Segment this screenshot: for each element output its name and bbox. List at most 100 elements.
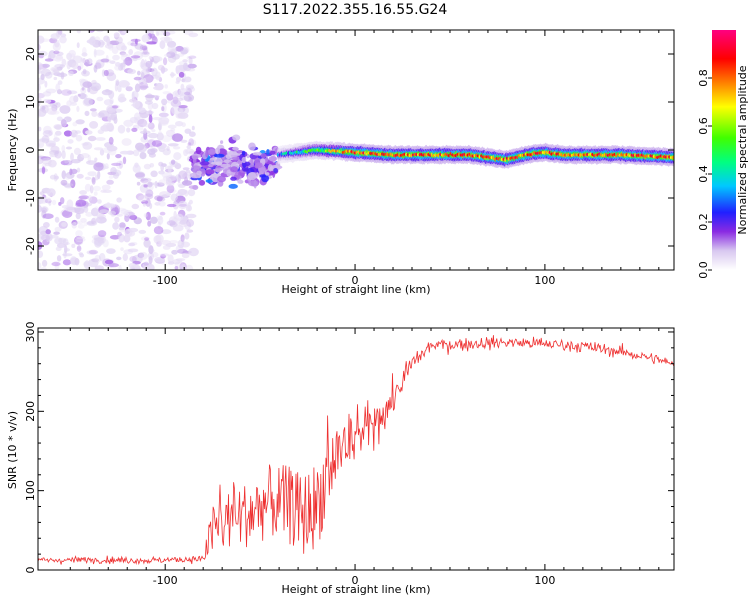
- spectrogram-noise-blob: [148, 114, 153, 123]
- spectrogram-noise-blob: [136, 181, 141, 186]
- spectrogram-noise-blob: [75, 119, 85, 125]
- spectrogram-noise-blob: [102, 122, 114, 131]
- spectrogram-noise-blob: [80, 153, 90, 159]
- spectrogram-noise-blob: [127, 227, 139, 233]
- spectrogram-noise-blob: [65, 146, 73, 150]
- spectrogram-noise-blob: [54, 237, 63, 245]
- spectrogram-noise-blob: [87, 195, 93, 202]
- spectrogram-noise-blob: [155, 71, 161, 81]
- spectrogram-noise-blob: [138, 229, 147, 234]
- spectrogram-noise-blob: [161, 172, 173, 178]
- snr-frame: [37, 327, 675, 571]
- snr-series-line: [38, 335, 674, 565]
- spectrogram-noise-blob: [94, 237, 104, 246]
- spectrogram-y-tick-label: 20: [24, 47, 37, 61]
- spectrogram-x-tick-label: 100: [534, 274, 555, 287]
- spectrogram-noise-blob: [79, 61, 84, 70]
- spectrogram-noise-blob: [172, 146, 181, 150]
- spectrogram-noise-blob: [178, 71, 185, 78]
- spectrogram-noise-blob: [158, 122, 163, 131]
- spectrogram-noise-blob: [174, 92, 179, 96]
- spectrogram-noise-blob: [106, 248, 116, 255]
- spectrogram-noise-blob: [41, 166, 46, 175]
- spectrogram-noise-blob: [61, 118, 67, 127]
- spectrogram-noise-blob: [104, 259, 114, 265]
- spectrogram-noise-blob: [170, 193, 178, 202]
- spectrogram-noise-blob: [137, 252, 145, 258]
- spectrogram-noise-blob: [127, 68, 136, 75]
- spectrogram-noise-blob: [172, 225, 184, 232]
- spectrogram-noise-blob: [44, 80, 48, 88]
- spectrogram-noise-blob: [147, 148, 156, 155]
- spectrogram-noise-blob: [107, 113, 112, 123]
- spectrogram-noise-blob: [150, 251, 159, 258]
- spectrogram-noise-blob: [147, 66, 151, 72]
- spectrogram-noise-blob: [175, 76, 182, 83]
- spectrogram-noise-blob: [69, 53, 76, 60]
- spectrogram-onset-blob: [255, 162, 263, 169]
- spectrogram-noise-blob: [89, 36, 96, 46]
- spectrogram-onset-blob: [247, 172, 257, 181]
- colorbar-tick-label: 0.4: [697, 165, 710, 183]
- spectrogram-noise-blob: [189, 131, 196, 137]
- spectrogram-noise-blob: [70, 152, 74, 162]
- spectrogram-noise-blob: [40, 267, 47, 270]
- snr-ticks: -100 0 100 0 100 200 300: [24, 321, 674, 587]
- spectrogram-noise-blob: [170, 71, 175, 78]
- spectrogram-onset-blob: [205, 179, 214, 183]
- spectrogram-noise-blob: [50, 66, 61, 73]
- spectrogram-noise-blob: [124, 212, 130, 217]
- spectrogram-noise-blob: [138, 107, 146, 113]
- spectrogram-noise-blob: [41, 157, 52, 165]
- spectrogram-onset-blob: [195, 146, 202, 155]
- spectrogram-noise-blob: [167, 143, 179, 147]
- spectrogram-noise-blob: [41, 63, 50, 68]
- spectrogram-noise-blob: [131, 127, 138, 132]
- spectrogram-noise-blob: [57, 80, 63, 85]
- spectrogram-noise-blob: [134, 172, 145, 178]
- spectrogram-noise-blob: [126, 127, 131, 133]
- spectrogram-noise-blob: [112, 105, 119, 109]
- spectrogram-noise-blob: [63, 130, 73, 137]
- spectrogram-noise-blob: [166, 220, 176, 226]
- spectrogram-noise-blob: [42, 130, 53, 137]
- spectrogram-noise-blob: [137, 70, 141, 76]
- spectrogram-onset-blob: [269, 150, 276, 155]
- spectrogram-noise-blob: [70, 102, 77, 106]
- spectrogram-noise-blob: [185, 213, 197, 219]
- spectrogram-noise-blob: [61, 222, 67, 227]
- spectrogram-noise-blob: [151, 102, 159, 110]
- spectrogram-noise-blob: [94, 206, 99, 212]
- spectrogram-noise-blob: [165, 129, 176, 137]
- spectrogram-noise-blob: [169, 240, 178, 244]
- spectrogram-noise-blob: [38, 138, 50, 142]
- spectrogram-noise-blob: [60, 197, 65, 205]
- spectrogram-noise-blob: [141, 51, 150, 55]
- spectrogram-noise-blob: [105, 89, 110, 93]
- spectrogram-noise-blob: [153, 226, 164, 235]
- spectrogram-noise-blob: [38, 262, 42, 270]
- spectrogram-onset-blob: [266, 149, 270, 155]
- colorbar-label: Normalized spectral amplitude: [736, 65, 749, 234]
- spectrogram-noise-blob: [53, 137, 60, 143]
- spectrogram-onset-blob: [213, 153, 225, 158]
- spectrogram-noise-blob: [80, 218, 87, 223]
- spectrogram-noise-blob: [163, 31, 171, 37]
- spectrogram-noise-blob: [54, 175, 59, 180]
- spectrogram-noise-blob: [77, 93, 81, 97]
- spectrogram-noise-blob: [45, 229, 51, 235]
- spectrogram-noise-blob: [106, 153, 110, 160]
- spectrogram-noise-blob: [156, 196, 163, 202]
- spectrogram-noise-blob: [57, 30, 63, 35]
- spectrogram-noise-blob: [48, 143, 56, 147]
- spectrogram-noise-blob: [124, 56, 133, 66]
- spectrogram-noise-blob: [119, 81, 131, 87]
- spectrogram-onset-blob: [207, 149, 217, 155]
- spectrogram-noise-blob: [49, 110, 60, 115]
- spectrogram-noise-blob: [129, 241, 138, 246]
- spectrogram-noise-blob: [86, 160, 97, 166]
- spectrogram-noise-blob: [38, 126, 42, 132]
- spectrogram-noise-blob: [63, 160, 73, 166]
- spectrogram-noise-blob: [158, 201, 166, 207]
- spectrogram-noise-blob: [108, 263, 119, 268]
